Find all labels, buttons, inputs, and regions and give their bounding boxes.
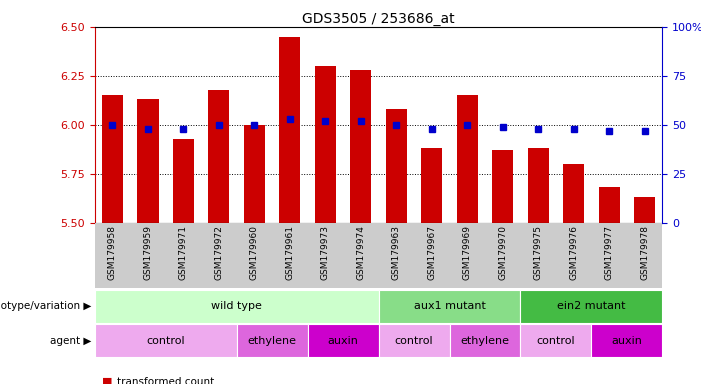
Text: control: control [537,336,576,346]
Bar [449,324,520,357]
Bar [172,139,194,223]
Bar [520,290,662,323]
Text: ■: ■ [102,377,112,384]
Bar [95,324,236,357]
Bar [343,223,379,288]
Bar [279,37,301,223]
Bar [556,223,592,288]
Bar [386,109,407,223]
Text: control: control [395,336,433,346]
Text: GSM179963: GSM179963 [392,225,401,280]
Bar [201,223,237,288]
Bar [137,99,158,223]
Bar [449,223,485,288]
Title: GDS3505 / 253686_at: GDS3505 / 253686_at [302,12,455,26]
Text: ethylene: ethylene [461,336,510,346]
Text: GSM179967: GSM179967 [428,225,436,280]
Text: control: control [147,336,185,346]
Text: GSM179973: GSM179973 [321,225,329,280]
Text: GSM179960: GSM179960 [250,225,259,280]
Bar [592,223,627,288]
Bar [244,125,265,223]
Bar [379,223,414,288]
Bar [520,324,592,357]
Bar [592,324,662,357]
Bar [492,150,513,223]
Bar [421,148,442,223]
Text: GSM179978: GSM179978 [640,225,649,280]
Bar [165,223,201,288]
Bar [634,197,655,223]
Bar [485,223,520,288]
Text: auxin: auxin [611,336,642,346]
Text: GSM179977: GSM179977 [605,225,613,280]
Text: GSM179976: GSM179976 [569,225,578,280]
Text: auxin: auxin [327,336,358,346]
Bar [627,223,662,288]
Bar [130,223,165,288]
Bar [102,95,123,223]
Bar [272,223,308,288]
Bar [379,324,449,357]
Bar [379,290,520,323]
Bar [563,164,585,223]
Text: GSM179971: GSM179971 [179,225,188,280]
Text: GSM179958: GSM179958 [108,225,117,280]
Text: GSM179961: GSM179961 [285,225,294,280]
Bar [95,290,379,323]
Bar [520,223,556,288]
Bar [350,70,372,223]
Bar [236,223,272,288]
Text: wild type: wild type [211,301,262,311]
Bar [456,95,478,223]
Bar [414,223,449,288]
Text: agent ▶: agent ▶ [50,336,91,346]
Text: GSM179974: GSM179974 [356,225,365,280]
Bar [308,324,379,357]
Bar [315,66,336,223]
Text: GSM179959: GSM179959 [144,225,152,280]
Text: ethylene: ethylene [247,336,297,346]
Bar [236,324,308,357]
Text: GSM179975: GSM179975 [533,225,543,280]
Bar [208,89,229,223]
Bar [599,187,620,223]
Text: genotype/variation ▶: genotype/variation ▶ [0,301,91,311]
Text: GSM179972: GSM179972 [215,225,224,280]
Bar [528,148,549,223]
Text: transformed count: transformed count [117,377,215,384]
Bar [308,223,343,288]
Text: GSM179969: GSM179969 [463,225,472,280]
Text: ein2 mutant: ein2 mutant [557,301,626,311]
Text: aux1 mutant: aux1 mutant [414,301,486,311]
Text: GSM179970: GSM179970 [498,225,508,280]
Bar [95,223,130,288]
